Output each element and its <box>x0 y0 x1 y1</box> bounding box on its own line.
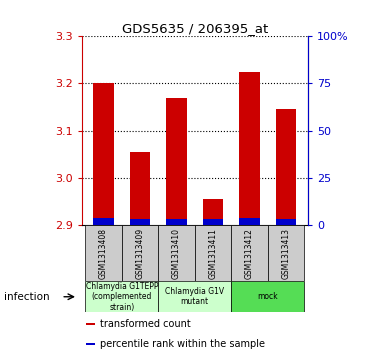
Text: percentile rank within the sample: percentile rank within the sample <box>100 339 265 349</box>
Bar <box>122 225 158 281</box>
Bar <box>85 281 158 312</box>
Bar <box>86 323 95 325</box>
Bar <box>231 225 268 281</box>
Bar <box>85 225 122 281</box>
Text: GSM1313409: GSM1313409 <box>135 228 145 279</box>
Bar <box>93 83 114 225</box>
Text: Chlamydia G1TEPP
(complemented
strain): Chlamydia G1TEPP (complemented strain) <box>86 282 158 312</box>
Bar <box>276 219 296 225</box>
Bar <box>268 225 304 281</box>
Bar <box>167 219 187 225</box>
Text: transformed count: transformed count <box>100 319 190 329</box>
Bar <box>240 72 260 225</box>
Text: GSM1313411: GSM1313411 <box>209 228 217 279</box>
Bar <box>231 281 304 312</box>
Bar <box>158 225 195 281</box>
Text: GSM1313413: GSM1313413 <box>282 228 290 279</box>
Bar <box>93 217 114 225</box>
Text: GSM1313410: GSM1313410 <box>172 228 181 279</box>
Bar <box>130 152 150 225</box>
Bar <box>158 281 231 312</box>
Bar <box>240 217 260 225</box>
Text: mock: mock <box>257 292 278 301</box>
Text: Chlamydia G1V
mutant: Chlamydia G1V mutant <box>165 287 224 306</box>
Bar <box>276 109 296 225</box>
Text: GSM1313412: GSM1313412 <box>245 228 254 279</box>
Bar <box>203 219 223 225</box>
Bar <box>167 98 187 225</box>
Text: GSM1313408: GSM1313408 <box>99 228 108 279</box>
Text: infection: infection <box>4 292 49 302</box>
Bar <box>130 219 150 225</box>
Bar <box>195 225 231 281</box>
Title: GDS5635 / 206395_at: GDS5635 / 206395_at <box>122 22 268 35</box>
Bar <box>203 199 223 225</box>
Bar <box>86 343 95 345</box>
